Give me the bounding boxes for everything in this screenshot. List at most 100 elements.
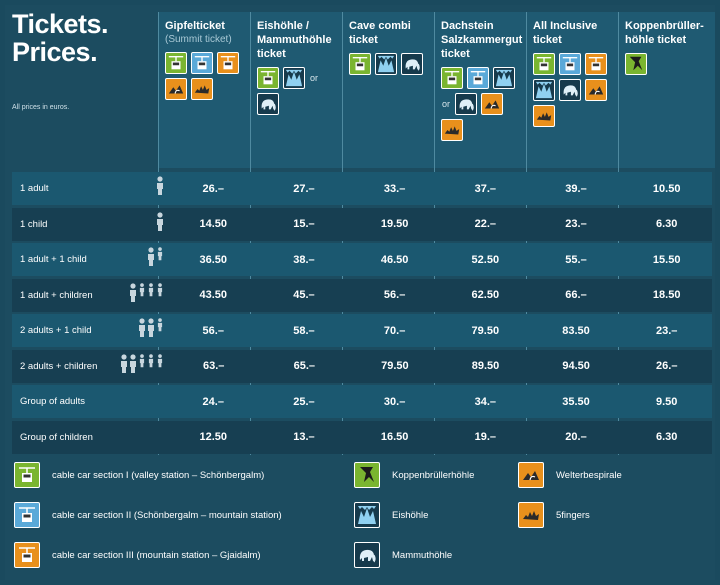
mammoth-icon	[354, 542, 380, 568]
price-cell: 13.–	[293, 431, 315, 443]
price-cell: 55.–	[565, 253, 587, 266]
price-cell: 12.50	[199, 431, 228, 443]
person-icon	[147, 318, 155, 343]
price-cell: 94.50	[562, 360, 590, 372]
column-title: Dachstein Salzkammergut ticket	[441, 20, 523, 60]
legend-label: Koppenbrüllerhöhle	[392, 469, 475, 481]
column-title: Gipfelticket	[165, 20, 225, 32]
person-icon	[129, 353, 137, 379]
page-title: Tickets. Prices.	[12, 9, 109, 67]
price-cell: 45.–	[293, 289, 315, 301]
table-row: Group of children 12.50 13.– 16.50 19.– 20.– 6…	[12, 420, 712, 454]
price-cell: 18.50	[652, 289, 681, 301]
row-label: 2 adults + children	[20, 360, 98, 372]
legend-item: Welterbespirale	[518, 462, 622, 488]
legend-item: cable car section I (valley station – Sc…	[14, 462, 264, 488]
price-cell: 37.–	[474, 182, 497, 195]
price-cell: 89.50	[471, 360, 500, 372]
table-row: 1 adult + children 43.50 45.– 56.– 62.50 66.–…	[12, 278, 712, 312]
column-header: Cave combi ticket	[343, 12, 434, 168]
legend-label: Mammuthöhle	[392, 549, 453, 561]
person-icon	[156, 176, 164, 201]
ice-cave-icon	[493, 67, 515, 89]
cable-car-icon	[559, 53, 581, 75]
table-row: Group of adults 24.– 25.– 30.– 34.– 35.50 9.50	[12, 385, 712, 418]
spiral-icon	[585, 79, 607, 101]
price-cell: 20.–	[565, 431, 587, 443]
price-cell: 16.50	[380, 431, 409, 443]
cable-car-icon	[165, 52, 187, 74]
cable-car-icon	[467, 67, 489, 89]
mammoth-icon	[455, 93, 478, 115]
price-cell: 38.–	[293, 253, 315, 266]
or-label: or	[442, 99, 451, 109]
mammoth-icon	[257, 93, 279, 115]
row-label: 1 adult + 1 child	[20, 254, 87, 265]
price-cell: 15.–	[293, 218, 315, 230]
price-cell: 14.50	[199, 218, 228, 230]
column-header: Dachstein Salzkammergut ticket or	[435, 12, 526, 168]
person-icon	[147, 353, 155, 379]
bat-icon	[354, 462, 380, 488]
row-label: 2 adults + 1 child	[20, 325, 92, 336]
price-cell: 56.–	[383, 289, 406, 301]
cable-car-icon	[14, 502, 40, 528]
ice-cave-icon	[354, 502, 380, 528]
cable-car-icon	[441, 67, 463, 89]
table-row: 1 child 14.50 15.– 19.50 22.– 23.– 6.30	[12, 207, 712, 241]
or-label: or	[310, 73, 319, 83]
mammoth-icon	[401, 53, 423, 75]
ice-cave-icon	[375, 53, 397, 75]
column-subtitle: (Summit ticket)	[165, 34, 232, 45]
people-icons	[124, 247, 167, 272]
price-cell: 27.–	[293, 182, 315, 195]
legend-label: cable car section III (mountain station …	[52, 549, 261, 561]
people-icons	[124, 211, 167, 237]
table-row: 2 adults + 1 child 56.– 58.– 70.– 79.50 83.50…	[12, 314, 712, 347]
person-icon	[156, 318, 164, 343]
price-cell: 30.–	[383, 395, 406, 408]
person-icon	[147, 282, 155, 308]
column-title: Eishöhle / Mammuthöhle ticket	[257, 20, 332, 60]
price-cell: 23.–	[565, 218, 587, 230]
price-note: All prices in euros.	[12, 104, 70, 111]
row-label: Group of children	[20, 431, 93, 443]
price-cell: 79.50	[471, 324, 500, 337]
spiral-icon	[481, 93, 504, 115]
price-cell: 52.50	[471, 253, 500, 266]
price-cell: 56.–	[202, 324, 224, 337]
legend-label: Welterbespirale	[556, 469, 622, 481]
price-cell: 79.50	[381, 360, 409, 372]
person-icon	[120, 353, 128, 379]
people-icons	[124, 318, 167, 343]
price-cell: 10.50	[652, 182, 681, 195]
price-cell: 6.30	[655, 218, 678, 230]
cable-car-icon	[533, 53, 555, 75]
price-cell: 34.–	[474, 395, 497, 408]
cable-car-icon	[191, 52, 213, 74]
price-cell: 26.–	[202, 182, 224, 195]
person-icon	[156, 353, 164, 379]
fingers-icon	[518, 502, 544, 528]
price-cell: 46.50	[380, 253, 409, 266]
legend-item: Mammuthöhle	[354, 542, 452, 568]
legend-label: cable car section II (Schönbergalm – mou…	[52, 509, 282, 521]
cable-car-icon	[14, 542, 40, 568]
person-icon	[156, 211, 164, 237]
column-title: Cave combi ticket	[349, 20, 411, 46]
person-icon	[129, 282, 137, 308]
price-cell: 15.50	[652, 253, 681, 266]
legend-label: 5fingers	[556, 509, 590, 521]
people-icons	[121, 353, 168, 379]
price-cell: 70.–	[383, 324, 406, 337]
price-cell: 25.–	[293, 395, 315, 408]
price-cell: 43.50	[199, 289, 228, 301]
person-icon	[156, 282, 164, 308]
column-header: Eishöhle / Mammuthöhle ticket or	[251, 12, 342, 168]
table-row: 1 adult 26.– 27.– 33.– 37.– 39.– 10.50	[12, 172, 712, 205]
price-cell: 36.50	[199, 253, 228, 266]
included-attractions	[625, 53, 709, 75]
column-header: Koppenbrüller-höhle ticket	[619, 12, 715, 168]
ice-cave-icon	[283, 67, 305, 89]
legend-label: cable car section I (valley station – Sc…	[52, 469, 265, 481]
